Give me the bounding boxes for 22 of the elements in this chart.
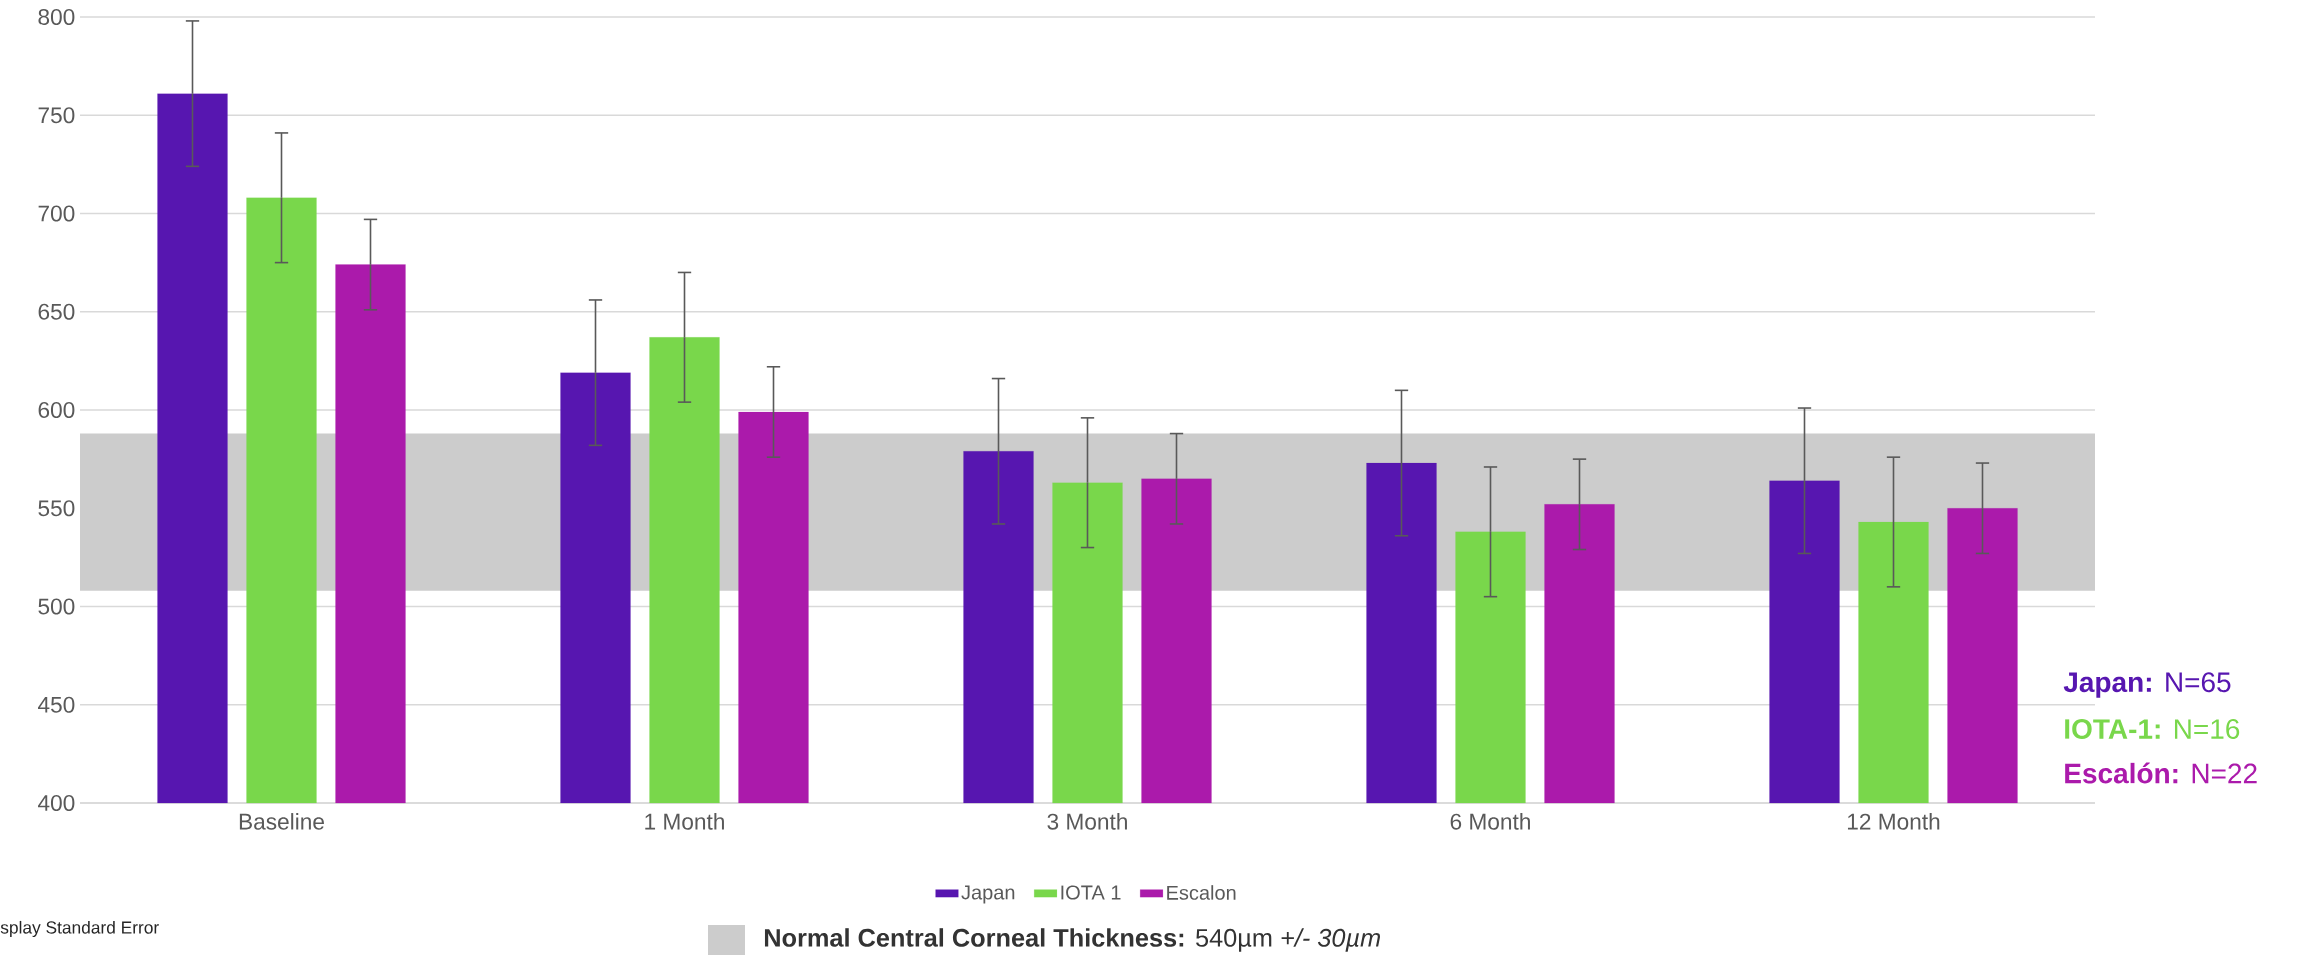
legend-label: Japan bbox=[961, 885, 1015, 904]
y-tick-label: 800 bbox=[38, 8, 75, 26]
y-tick-label: 450 bbox=[38, 696, 75, 713]
y-tick-label: 600 bbox=[38, 401, 75, 419]
legend-label: Normal Central Corneal Thickness: 540µm +/- 30µm bbox=[764, 928, 1380, 952]
y-tick-label: 750 bbox=[38, 107, 75, 124]
x-tick-label: 3 Month bbox=[1047, 813, 1127, 830]
y-tick-label: 500 bbox=[38, 598, 75, 615]
annotation: Escalón: N=22 bbox=[2065, 762, 2257, 784]
y-tick-label: 400 bbox=[38, 794, 75, 812]
x-tick-label: 12 Month bbox=[1847, 813, 1940, 830]
y-tick-label: 700 bbox=[38, 205, 75, 222]
legend-label: IOTA 1 bbox=[1061, 885, 1121, 900]
legend-label: Escalon bbox=[1167, 885, 1236, 900]
annotation: Japan: N=65 bbox=[2063, 672, 2231, 698]
y-tick-label: 550 bbox=[38, 500, 75, 517]
text: splay Standard Error bbox=[0, 920, 159, 938]
x-tick-label: Baseline bbox=[239, 813, 324, 830]
annotation: IOTA-1: N=16 bbox=[2065, 719, 2240, 739]
x-tick-label: 1 Month bbox=[645, 813, 724, 830]
x-tick-label: 6 Month bbox=[1450, 813, 1530, 830]
y-tick-label: 650 bbox=[38, 303, 75, 320]
